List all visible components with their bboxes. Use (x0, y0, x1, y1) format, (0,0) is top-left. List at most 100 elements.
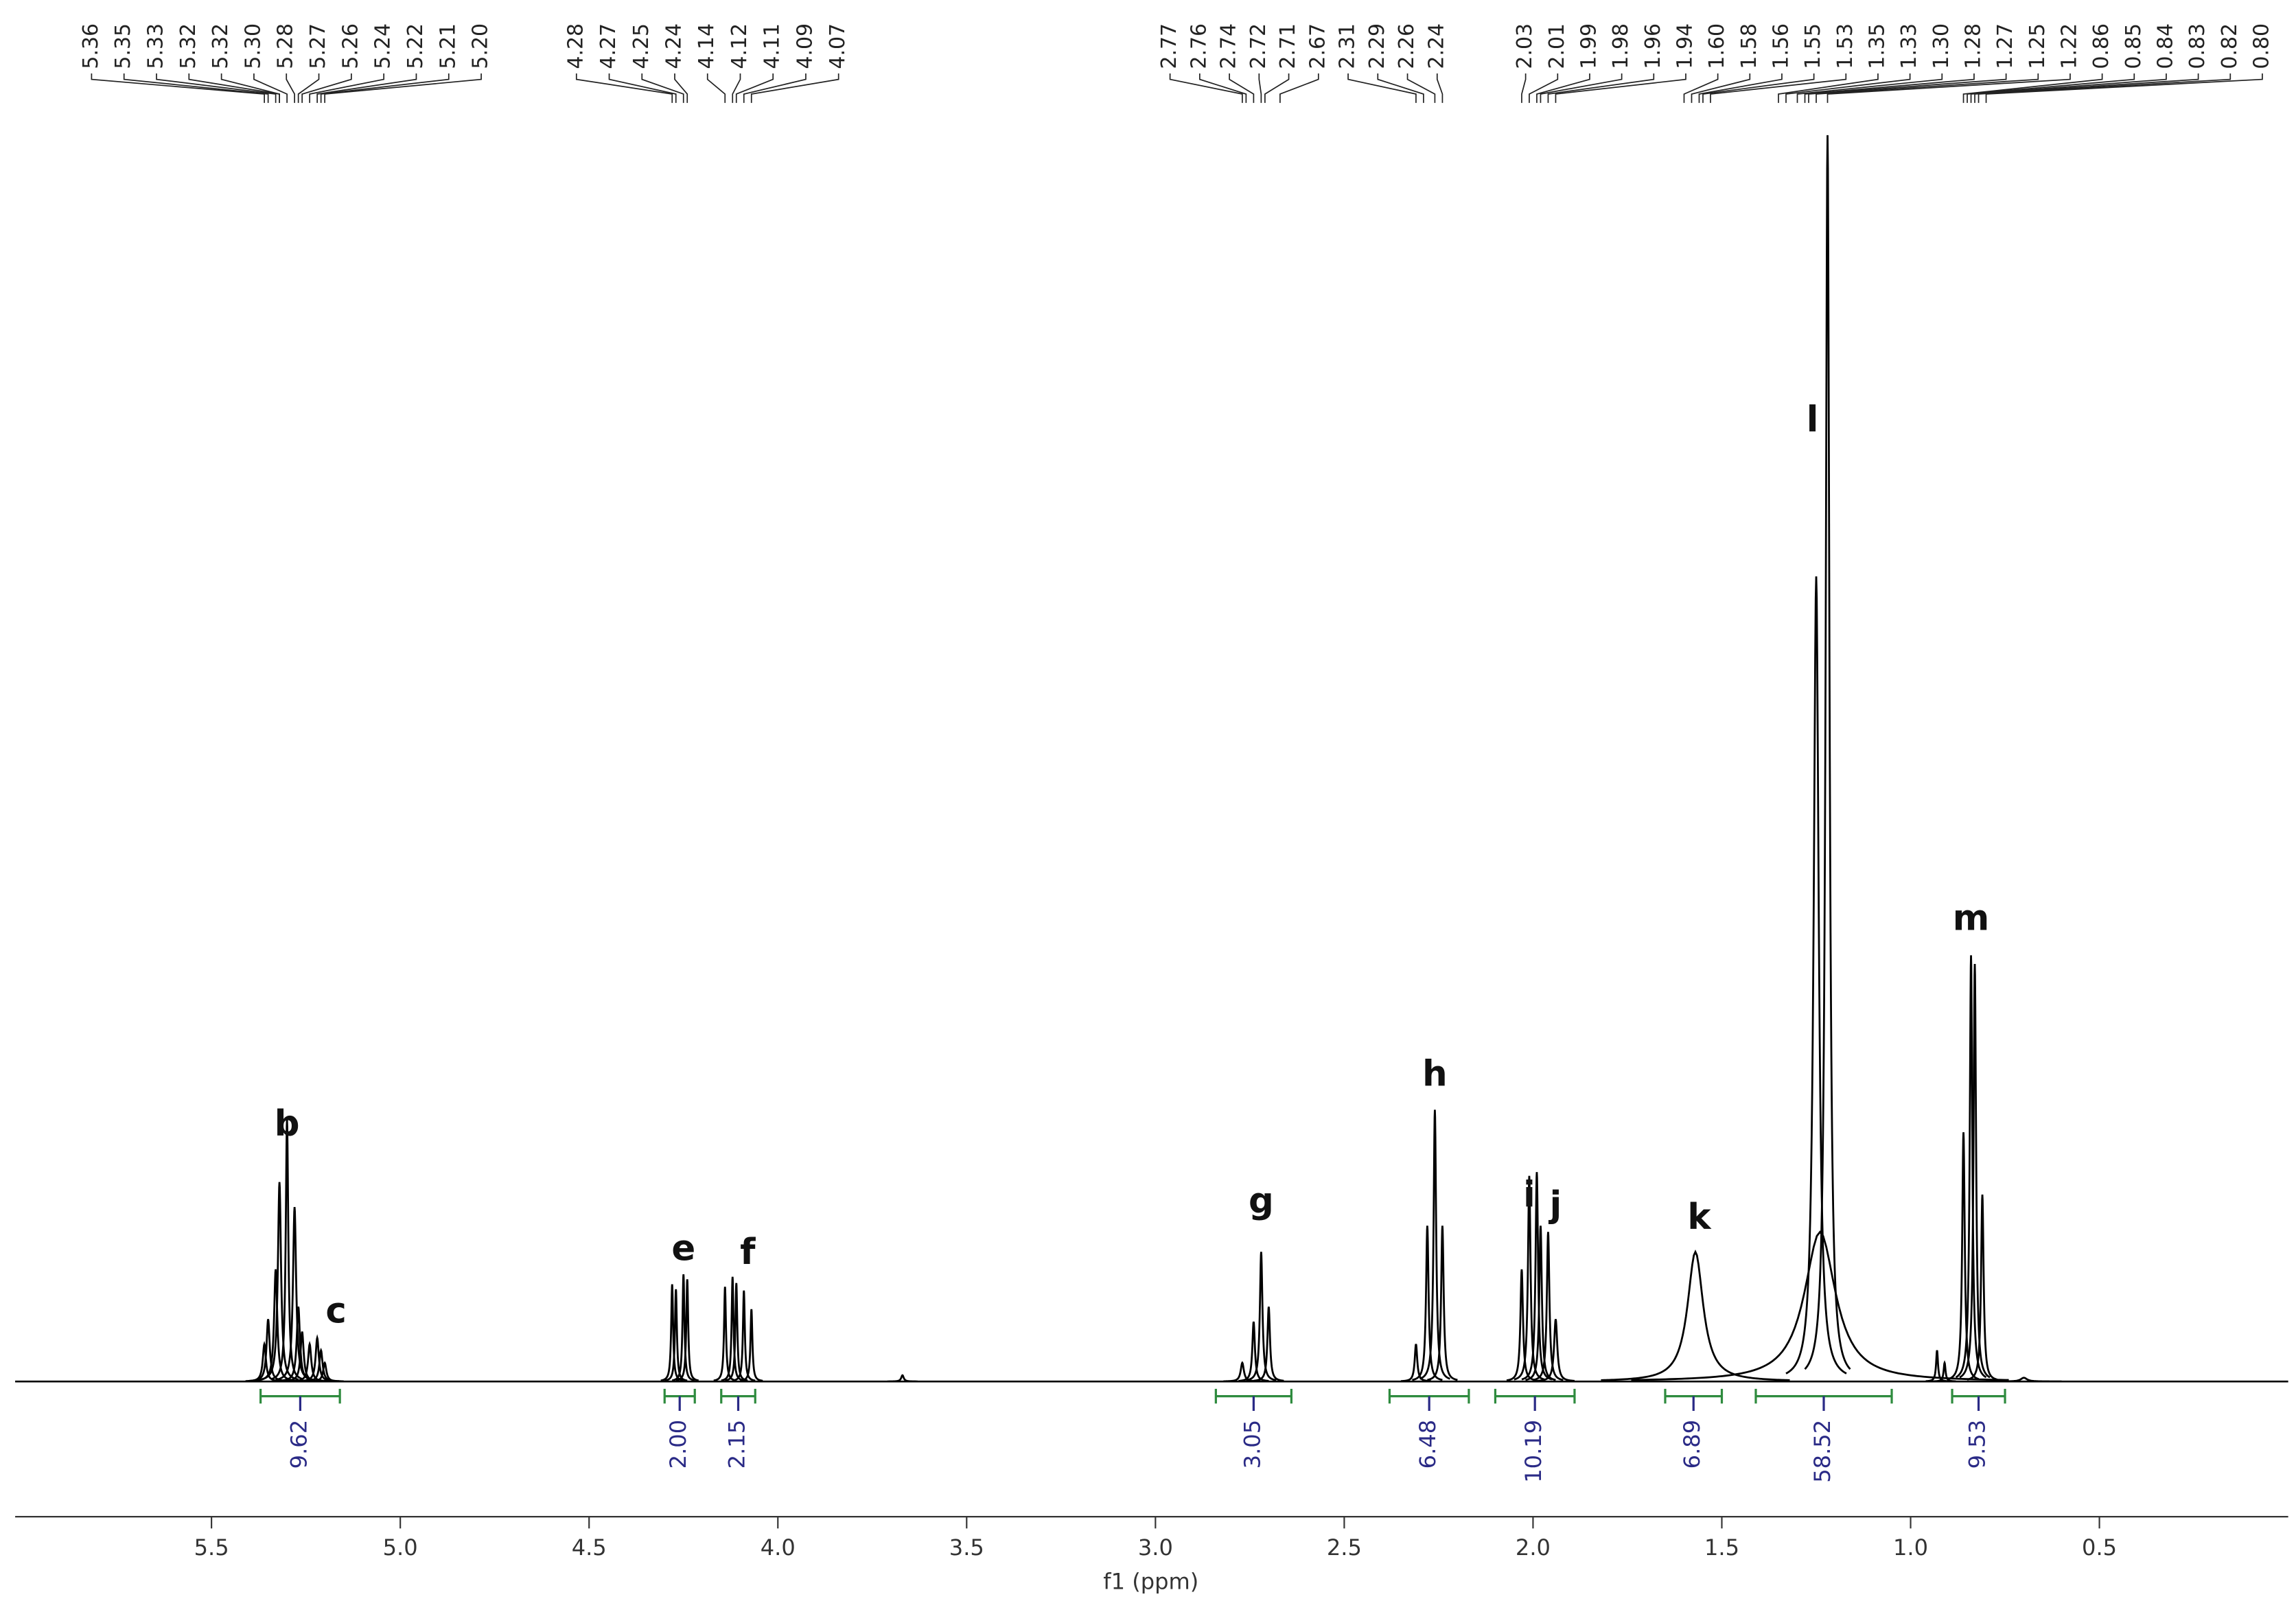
peak (1986, 1377, 2062, 1383)
x-tick-label: 5.0 (383, 1534, 418, 1561)
x-tick-label: 1.0 (1893, 1534, 1928, 1561)
peak-label-line (1555, 73, 1686, 103)
peak-label: 5.28 (274, 23, 298, 69)
integral-label: 6.48 (1415, 1420, 1441, 1469)
peak-label: 1.58 (1737, 23, 1761, 69)
peak (1785, 576, 1847, 1374)
peak-label-line (1547, 73, 1655, 103)
peak-label-line (1827, 73, 2071, 103)
peak-label: 2.26 (1395, 23, 1419, 69)
integral-label: 9.53 (1964, 1420, 1991, 1469)
peak-label: 0.86 (2089, 23, 2113, 69)
peak (1521, 1172, 1553, 1381)
peak-label-line (123, 73, 269, 103)
peak-label-line (188, 73, 280, 103)
integral-label: 58.52 (1809, 1420, 1835, 1483)
peak-label-line (220, 73, 280, 103)
peak (1631, 1230, 2009, 1381)
peak-label: 4.28 (564, 23, 588, 69)
peak-label: 2.71 (1276, 23, 1300, 69)
x-tick-label: 2.0 (1516, 1534, 1551, 1561)
peak-label-line (297, 73, 320, 103)
peak-label-line (1978, 73, 2231, 103)
peak-label-line (1406, 73, 1436, 103)
peak (1804, 135, 1851, 1370)
peak-label-line (750, 73, 839, 103)
peak (732, 1290, 756, 1382)
peak-label: 0.85 (2122, 23, 2146, 69)
peak (290, 1341, 329, 1383)
peak-letter: i (1523, 1175, 1535, 1216)
peak-label: 1.94 (1673, 23, 1697, 69)
peak-label-line (309, 73, 385, 103)
peak-label-line (1970, 73, 2167, 103)
x-tick-label: 0.5 (2082, 1534, 2117, 1561)
peak-label-line (1974, 73, 2199, 103)
peak (675, 1279, 699, 1382)
peak-label-line (674, 73, 688, 103)
peak-label-line (316, 73, 417, 103)
peak-label: 1.25 (2026, 23, 2050, 69)
peak-letter: c (325, 1290, 346, 1331)
peak-letter: e (671, 1228, 695, 1269)
x-tick-label: 1.5 (1704, 1534, 1739, 1561)
peak-label: 5.21 (436, 23, 460, 69)
peak-label: 5.30 (241, 23, 265, 69)
peak-label-line (1808, 73, 2007, 103)
peak-label: 1.35 (1865, 23, 1889, 69)
peak (721, 1276, 744, 1382)
peak-letter: h (1422, 1053, 1448, 1094)
peak-label: 1.28 (1961, 23, 1985, 69)
x-tick-label: 4.5 (572, 1534, 607, 1561)
peak-label-line (1347, 73, 1417, 103)
peak-label-line (1710, 73, 1847, 103)
peak (1601, 1250, 1790, 1381)
peak-label-line (1816, 73, 2039, 103)
peak-letter: b (275, 1103, 300, 1144)
integral-label: 3.05 (1239, 1420, 1265, 1469)
peak-label-line (1962, 73, 2103, 103)
peak-label: 4.25 (629, 23, 653, 69)
peak-label: 4.14 (695, 23, 719, 69)
peak-label-line (1683, 73, 1719, 103)
peak-label: 1.33 (1897, 23, 1921, 69)
peak-label: 4.07 (826, 23, 850, 69)
integral-label: 2.15 (724, 1420, 750, 1469)
x-tick-label: 4.0 (761, 1534, 796, 1561)
peak-label-line (1198, 73, 1247, 103)
peak (671, 1274, 695, 1382)
peak-label: 2.24 (1424, 23, 1448, 69)
peak-letter: f (740, 1232, 756, 1273)
peak-label: 4.27 (596, 23, 621, 69)
peak-label-line (1698, 73, 1783, 103)
integral-label: 6.89 (1679, 1420, 1705, 1469)
peak-label-line (1377, 73, 1424, 103)
peak-label-line (1778, 73, 1879, 103)
peak (1536, 1319, 1575, 1382)
peak-label-line (253, 73, 288, 103)
peak-label: 2.76 (1187, 23, 1211, 69)
peak (1925, 1350, 1949, 1383)
peak (1412, 1226, 1443, 1381)
peak-label: 0.83 (2185, 23, 2210, 69)
peak-label-line (608, 73, 677, 103)
peak-label: 2.01 (1545, 23, 1569, 69)
peak-label-line (743, 73, 807, 103)
peak (260, 1182, 299, 1381)
peak (1238, 1321, 1269, 1382)
peak-letter: j (1549, 1184, 1562, 1226)
peak (1506, 1269, 1538, 1381)
peak-label: 1.60 (1705, 23, 1729, 69)
peak (1427, 1226, 1458, 1381)
peak-label-line (1702, 73, 1815, 103)
peak (1253, 1307, 1284, 1382)
peak-label-line (324, 73, 482, 103)
peak (305, 1361, 344, 1383)
x-tick-label: 3.5 (949, 1534, 984, 1561)
peak-label-line (1540, 73, 1623, 103)
peak-label: 1.99 (1577, 23, 1601, 69)
peak-label: 5.22 (404, 23, 428, 69)
peak-label: 1.56 (1769, 23, 1793, 69)
peak (887, 1374, 918, 1383)
x-tick-label: 2.5 (1327, 1534, 1362, 1561)
